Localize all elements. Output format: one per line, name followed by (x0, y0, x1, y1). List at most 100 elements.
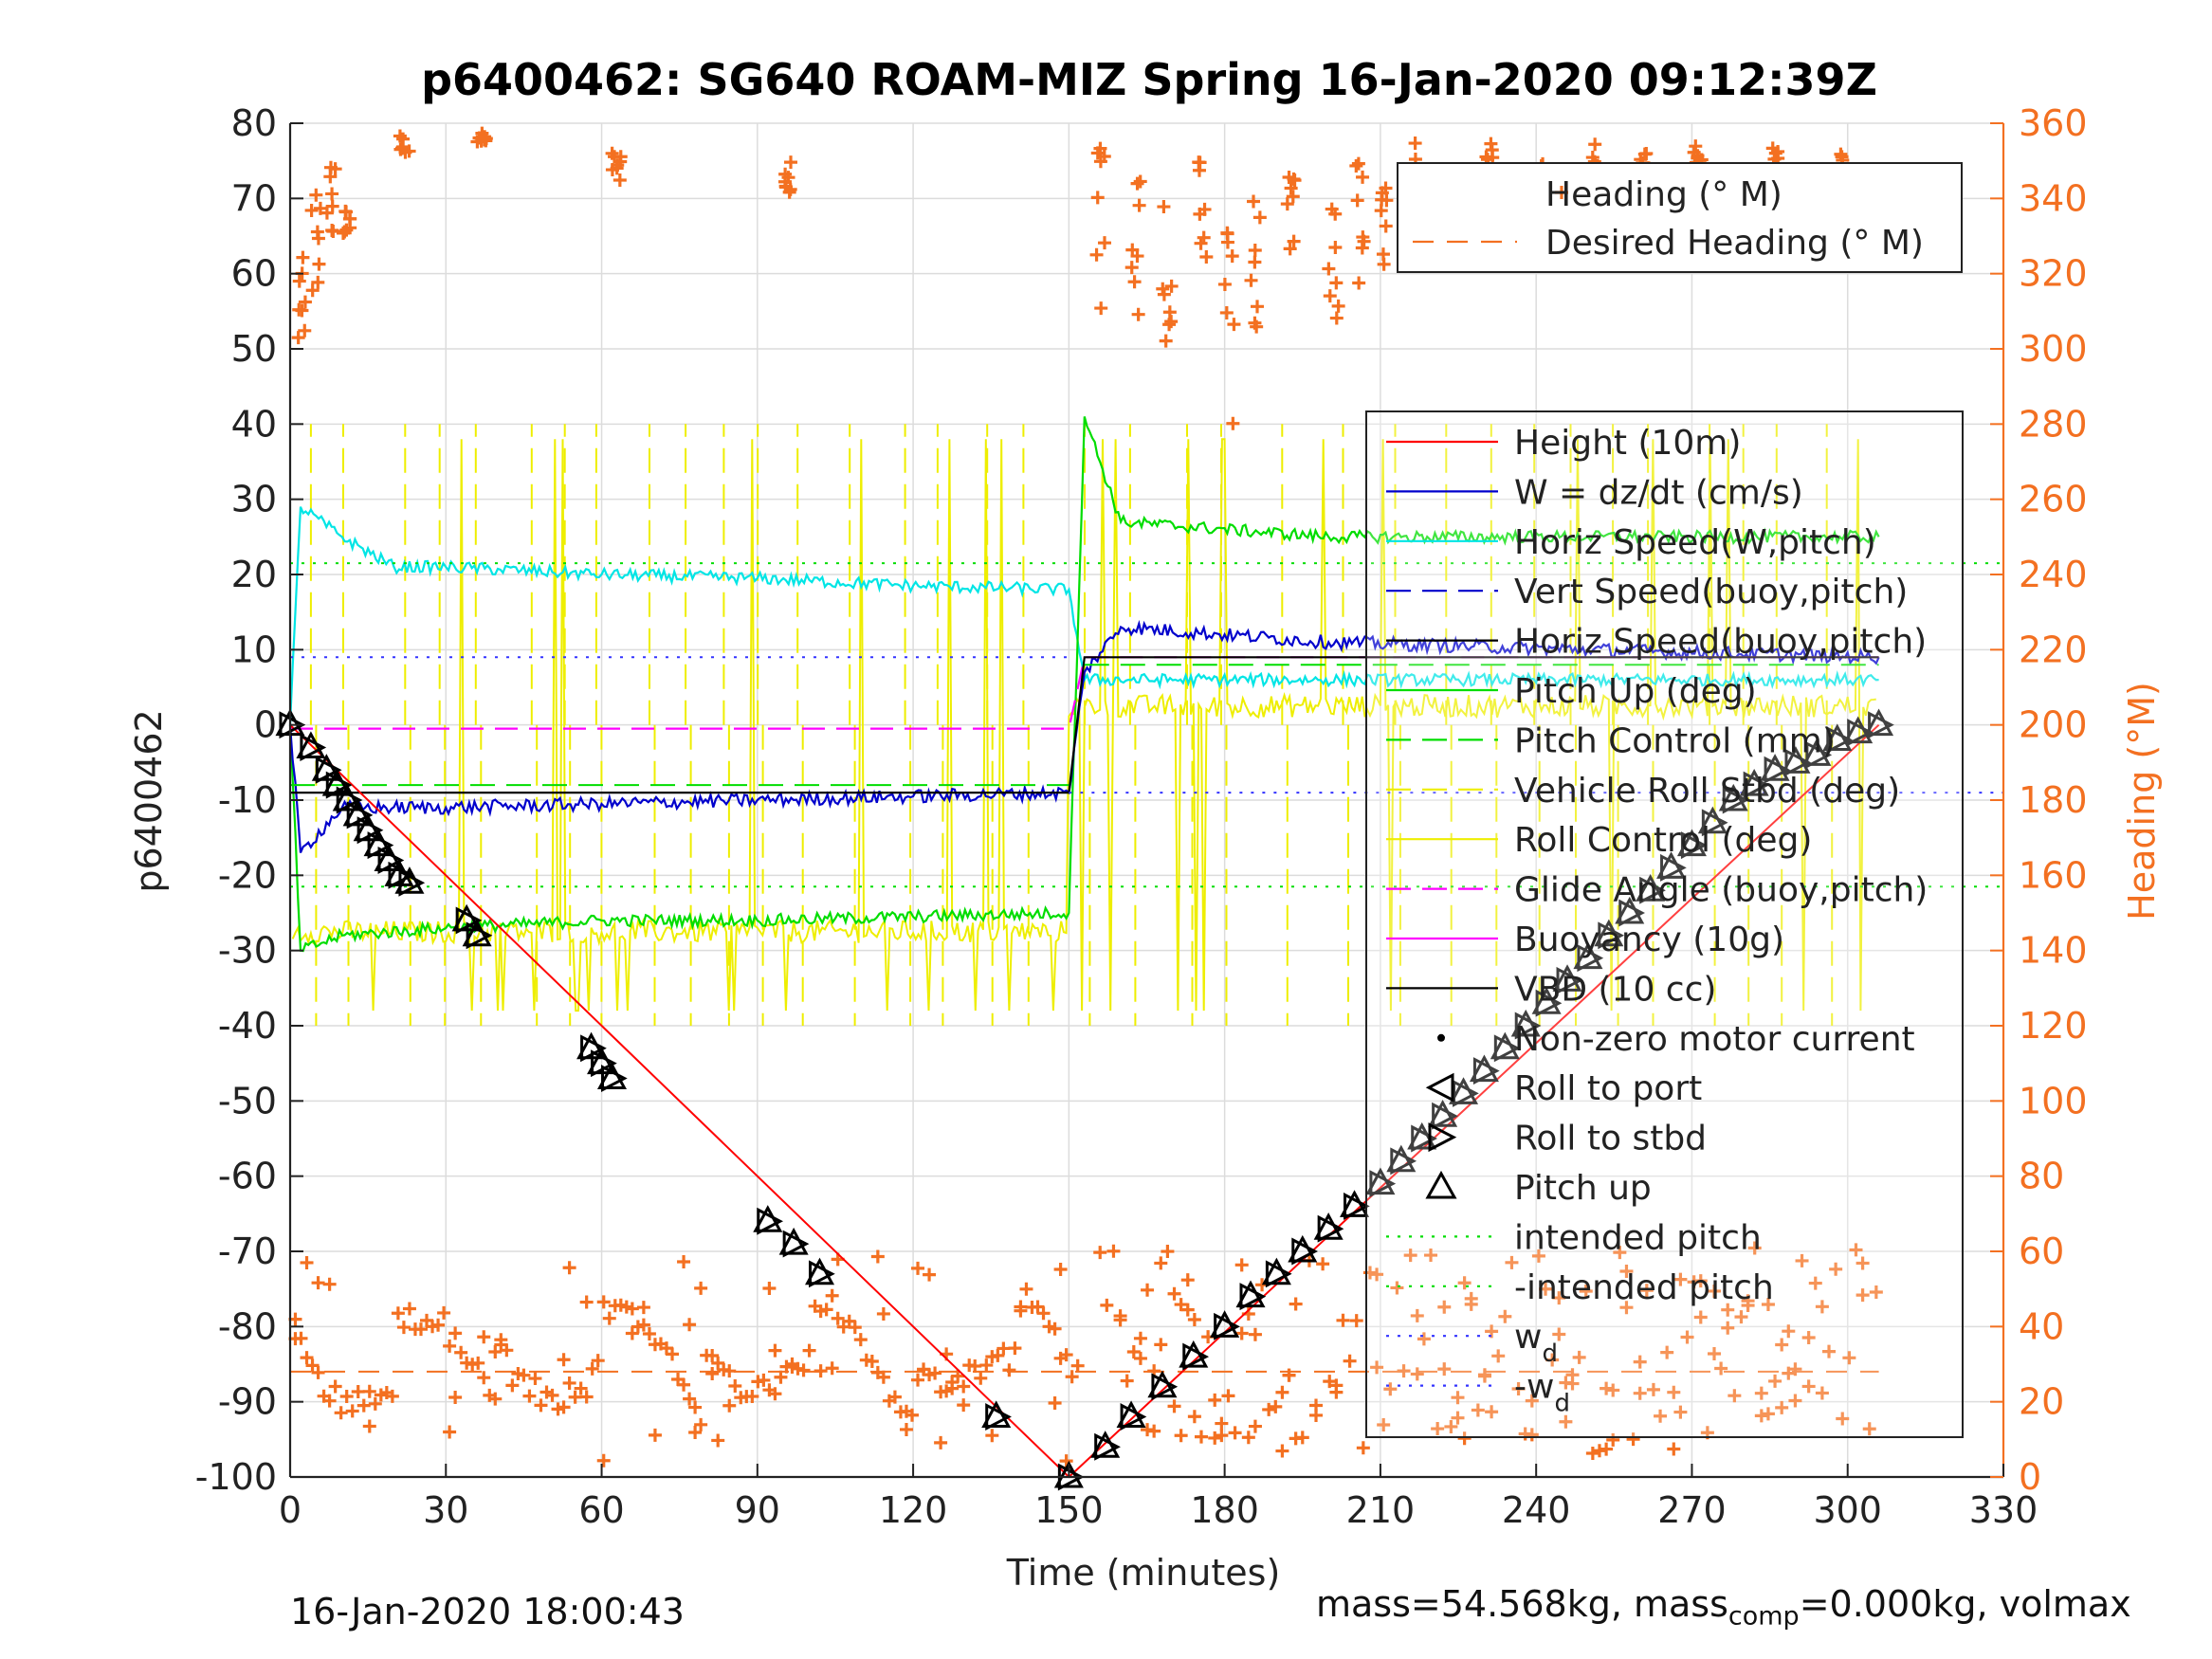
heading-mark (1106, 1244, 1121, 1258)
heading-mark (1180, 1303, 1195, 1317)
heading-mark (1377, 1418, 1391, 1432)
heading-mark (471, 1356, 485, 1370)
heading-mark (298, 295, 312, 309)
heading-mark (1417, 1332, 1431, 1346)
heading-mark (1090, 191, 1105, 205)
legend-label: Horiz Speed(W,pitch) (1514, 523, 1876, 562)
heading-mark (1431, 1422, 1445, 1436)
heading-mark (1090, 146, 1105, 160)
heading-mark (1673, 1405, 1688, 1419)
roll-stbd-marker (1239, 1283, 1267, 1311)
x-tick-label: 180 (1190, 1489, 1259, 1531)
heading-mark (326, 224, 340, 238)
legend-label: W = dz/dt (cm/s) (1514, 473, 1803, 512)
heading-mark (528, 1372, 542, 1386)
heading-mark (1250, 319, 1264, 334)
heading-mark (1356, 170, 1370, 184)
roll-stbd-marker (1291, 1237, 1319, 1266)
heading-mark (1323, 289, 1337, 303)
heading-mark (1619, 1301, 1634, 1315)
heading-mark (311, 1365, 325, 1379)
heading-mark (1761, 1298, 1775, 1312)
heading-mark (979, 1358, 994, 1373)
line-series (288, 416, 2003, 1479)
legend-swatch (1428, 1122, 1457, 1153)
heading-mark (1019, 1282, 1033, 1296)
heading-mark (1284, 181, 1298, 195)
legend-label: Vehicle Roll Stbd (deg) (1514, 772, 1900, 811)
heading-mark (398, 145, 412, 159)
legend-label: VBD (10 cc) (1514, 970, 1716, 1009)
heading-mark (300, 1351, 314, 1365)
legend-heading: Heading (° M) Desired Heading (° M) (1397, 162, 1963, 273)
heading-mark (1708, 1284, 1721, 1298)
heading-mark (1309, 1398, 1324, 1413)
footer-timestamp: 16-Jan-2020 18:00:43 (290, 1591, 685, 1632)
heading-mark (642, 1326, 656, 1340)
heading-mark (1788, 1394, 1802, 1408)
heading-mark (1130, 176, 1144, 191)
heading-mark (322, 1277, 337, 1291)
heading-mark (478, 130, 492, 144)
heading-mark (1505, 1255, 1519, 1269)
heading-mark (402, 1302, 416, 1316)
y-axis-label: p6400462 (128, 709, 170, 892)
heading-mark (291, 331, 305, 345)
heading-mark (1775, 1338, 1789, 1352)
heading-mark (1835, 150, 1849, 164)
heading-mark (1328, 207, 1343, 221)
heading-mark (1159, 334, 1173, 348)
y-tick-label: -70 (218, 1231, 277, 1272)
heading-mark (1100, 1298, 1114, 1312)
y-tick-label: -50 (218, 1080, 277, 1121)
x-tick-label: 300 (1813, 1489, 1882, 1531)
heading-mark (1316, 1257, 1330, 1271)
y-tick-label: -30 (218, 930, 277, 972)
heading-mark (636, 1301, 650, 1315)
roll-stbd-marker (1151, 1373, 1179, 1401)
x-tick-label: 60 (578, 1489, 624, 1531)
legend-label: Non-zero motor current (1514, 1020, 1915, 1059)
heading-mark (1491, 1349, 1506, 1363)
heading-mark (968, 1359, 982, 1373)
heading-mark (1565, 1376, 1580, 1391)
heading-mark (1410, 1308, 1424, 1322)
heading-mark (1098, 236, 1111, 250)
heading-mark (1525, 1394, 1539, 1408)
heading-mark (1014, 1304, 1028, 1318)
heading-mark (796, 1363, 811, 1377)
heading-mark (1673, 1272, 1688, 1286)
heading-mark (1280, 197, 1294, 211)
heading-mark (722, 1364, 737, 1378)
x-tick-label: 150 (1034, 1489, 1104, 1531)
roll-stbd-marker (1453, 1079, 1479, 1107)
heading-mark (1862, 1422, 1876, 1436)
mass-rest-text: =0.000kg, volmax (1799, 1583, 2131, 1625)
heading-mark (711, 1433, 725, 1448)
heading-mark (1323, 1375, 1337, 1389)
heading-mark (951, 1369, 965, 1383)
legend-heading-label: Heading (° M) (1545, 175, 1782, 214)
y-tick-label: -100 (195, 1456, 277, 1498)
heading-mark (1247, 194, 1261, 209)
heading-mark (1048, 1396, 1062, 1411)
roll-stbd-marker (1344, 1192, 1370, 1220)
heading-mark (448, 1326, 463, 1340)
y-tick-label: -90 (218, 1381, 277, 1423)
x-tick-label: 90 (735, 1489, 780, 1531)
heading-mark (1282, 1368, 1296, 1382)
roll-stbd-marker (279, 711, 306, 739)
heading-mark (1619, 1265, 1634, 1279)
heading-mark (705, 1367, 720, 1381)
heading-mark (1471, 1403, 1485, 1417)
heading-mark (1065, 1370, 1079, 1384)
x-tick-label: 240 (1502, 1489, 1571, 1531)
legend-label: Roll Control (deg) (1514, 821, 1812, 860)
heading-mark (1654, 1409, 1668, 1423)
y2-tick-label: 260 (2019, 479, 2088, 520)
heading-mark (596, 1453, 611, 1468)
heading-mark (1687, 145, 1701, 159)
heading-mark (1782, 1366, 1796, 1380)
heading-mark (865, 1354, 879, 1368)
mass-subscript: comp (1728, 1601, 1800, 1632)
